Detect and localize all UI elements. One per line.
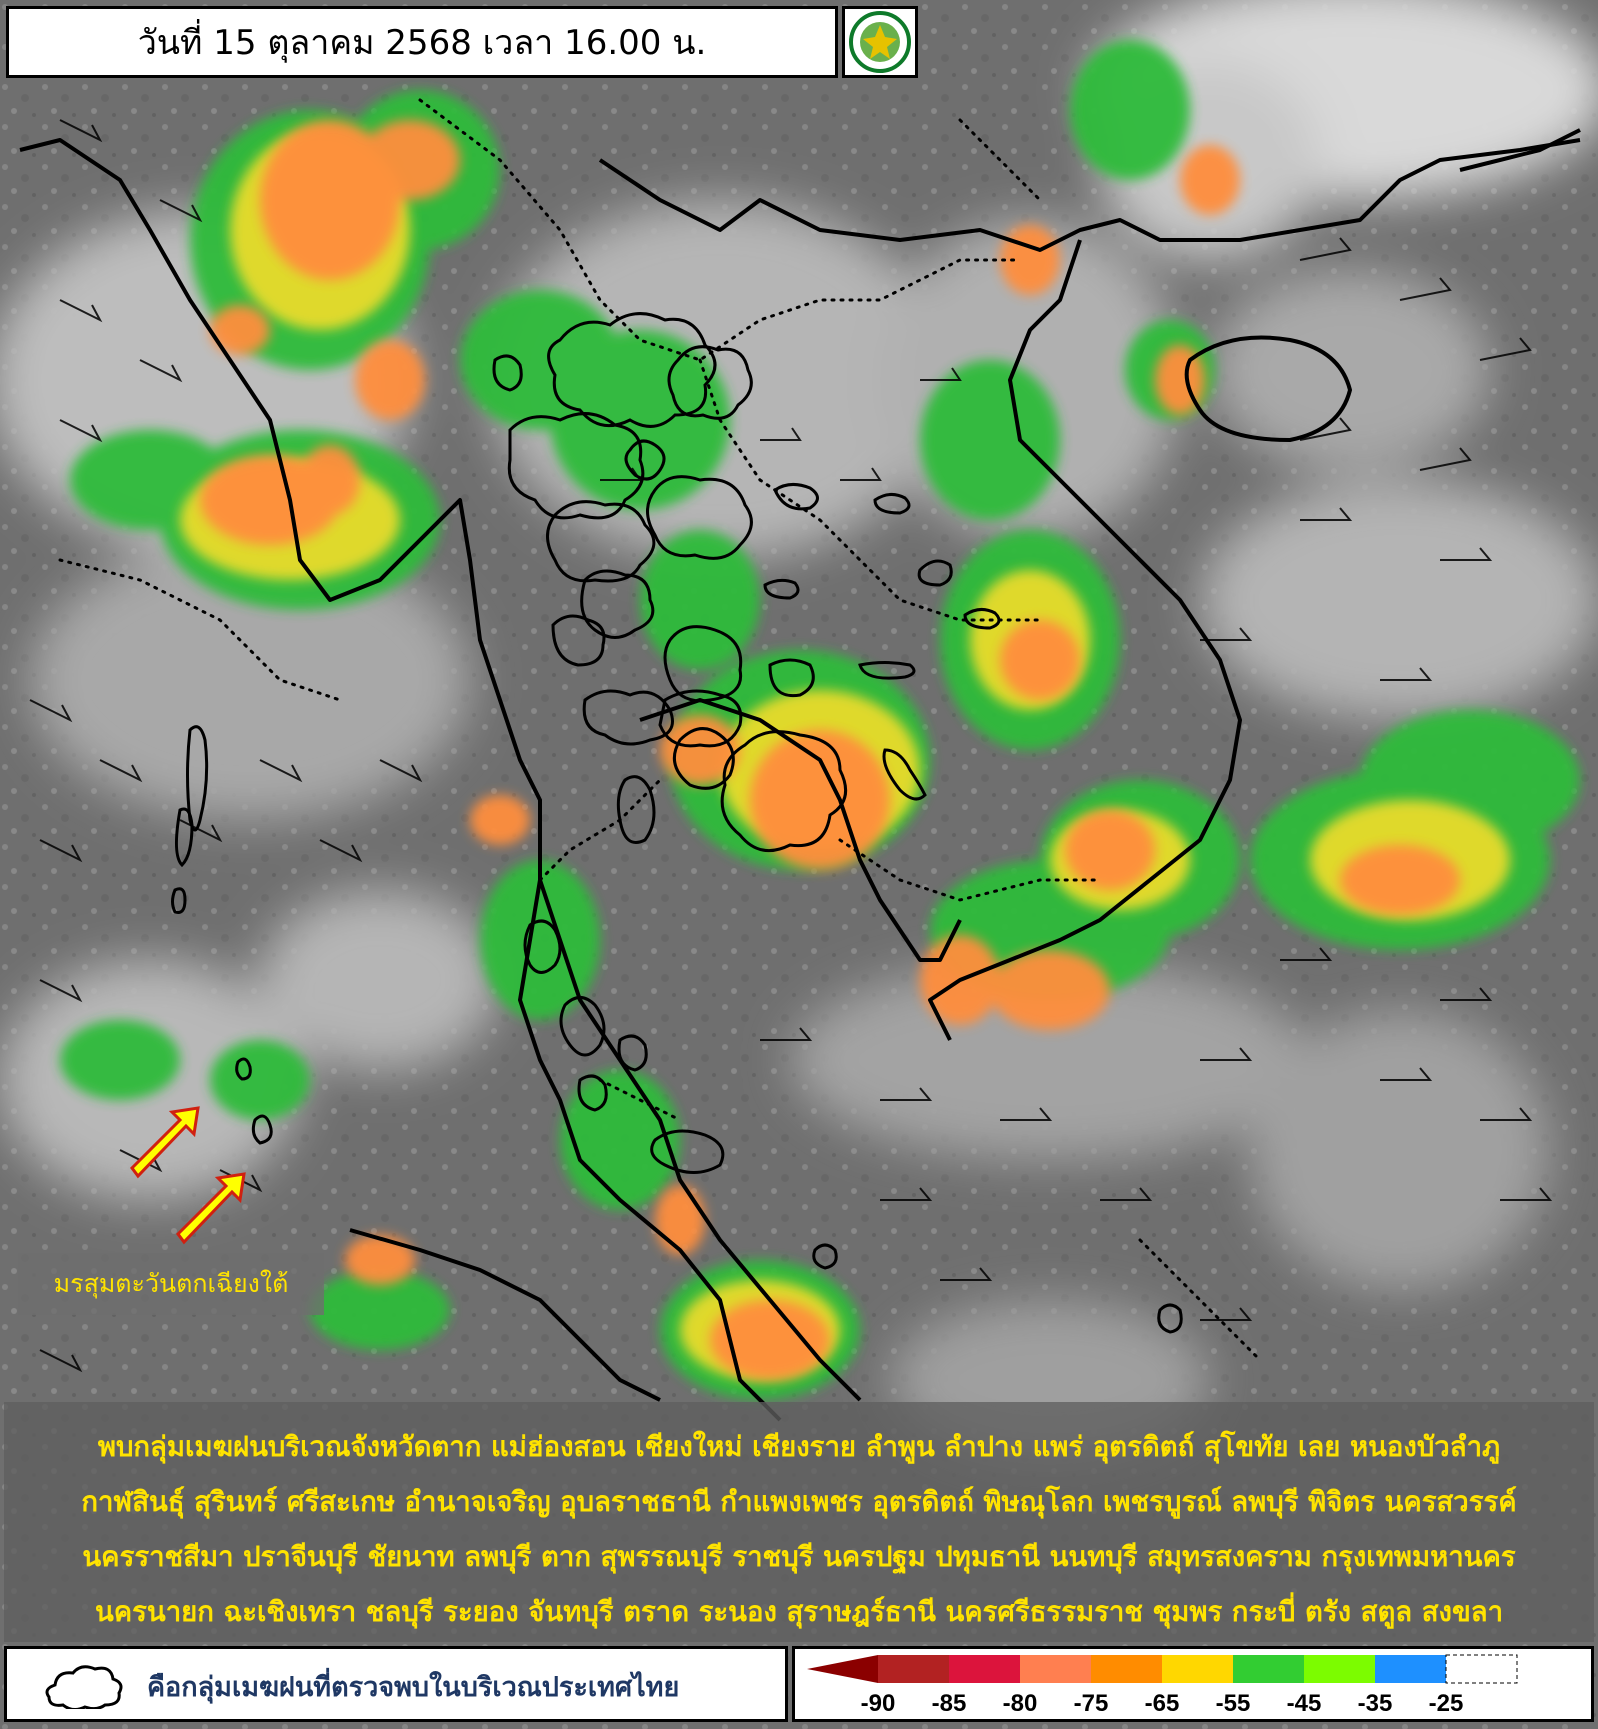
monsoon-arrows <box>130 1106 246 1245</box>
scale-segment <box>878 1655 949 1683</box>
scale-segment <box>949 1655 1020 1683</box>
scale-segment <box>1445 1654 1518 1684</box>
rain-cloud-summary: พบกลุ่มเมฆฝนบริเวณจังหวัดตาก แม่ฮ่องสอน … <box>4 1402 1594 1642</box>
cloud-legend: คือกลุ่มเมฆฝนที่ตรวจพบในบริเวณประเทศไทย <box>4 1646 788 1722</box>
date-time-text: วันที่ 15 ตุลาคม 2568 เวลา 16.00 น. <box>137 23 707 63</box>
scale-label: -45 <box>1287 1690 1322 1717</box>
scale-label: -80 <box>1003 1690 1038 1717</box>
date-time-title: วันที่ 15 ตุลาคม 2568 เวลา 16.00 น. <box>6 6 838 78</box>
scale-segment <box>1375 1655 1446 1683</box>
scale-segment <box>1304 1655 1375 1683</box>
border-lines <box>58 98 1262 1362</box>
tmd-logo <box>842 6 918 78</box>
cloud-legend-text: คือกลุ่มเมฆฝนที่ตรวจพบในบริเวณประเทศไทย <box>147 1672 680 1703</box>
rain-cloud-outlines <box>171 312 1183 1334</box>
scale-segment <box>1162 1655 1233 1683</box>
summary-line: นครราชสีมา ปราจีนบุรี ชัยนาท ลพบุรี ตาก … <box>82 1541 1516 1573</box>
monsoon-arrow-2 <box>176 1172 246 1245</box>
scale-label: -35 <box>1358 1690 1393 1717</box>
summary-line: กาฬสินธุ์ สุรินทร์ ศรีสะเกษ อำนาจเจริญ อ… <box>81 1486 1517 1518</box>
cloud-top-temperature-scale: -90 -85 -80 -75 -65 -55 -45 -35 -25 <box>792 1646 1594 1722</box>
scale-segment <box>1020 1655 1091 1683</box>
scale-label: -90 <box>861 1690 896 1717</box>
scale-label: -75 <box>1074 1690 1109 1717</box>
scale-segment <box>807 1655 878 1683</box>
cloud-outline-icon <box>45 1665 123 1709</box>
scale-label: -85 <box>932 1690 967 1717</box>
summary-line: นครนายก ฉะเชิงเทรา ชลบุรี ระยอง จันทบุรี… <box>94 1596 1504 1628</box>
monsoon-label-text: มรสุมตะวันตกเฉียงใต้ <box>53 1269 289 1298</box>
monsoon-label: มรสุมตะวันตกเฉียงใต้ <box>18 1253 324 1315</box>
scale-segment <box>1233 1655 1304 1683</box>
monsoon-arrow-1 <box>130 1106 200 1179</box>
scale-label: -25 <box>1429 1690 1464 1717</box>
scale-label: -55 <box>1216 1690 1251 1717</box>
scale-label: -65 <box>1145 1690 1180 1717</box>
wind-barbs <box>29 119 1553 1373</box>
scale-segment <box>1091 1655 1162 1683</box>
color-scale-bar: -90 -85 -80 -75 -65 -55 -45 -35 -25 <box>807 1654 1518 1717</box>
summary-line: พบกลุ่มเมฆฝนบริเวณจังหวัดตาก แม่ฮ่องสอน … <box>97 1431 1501 1463</box>
